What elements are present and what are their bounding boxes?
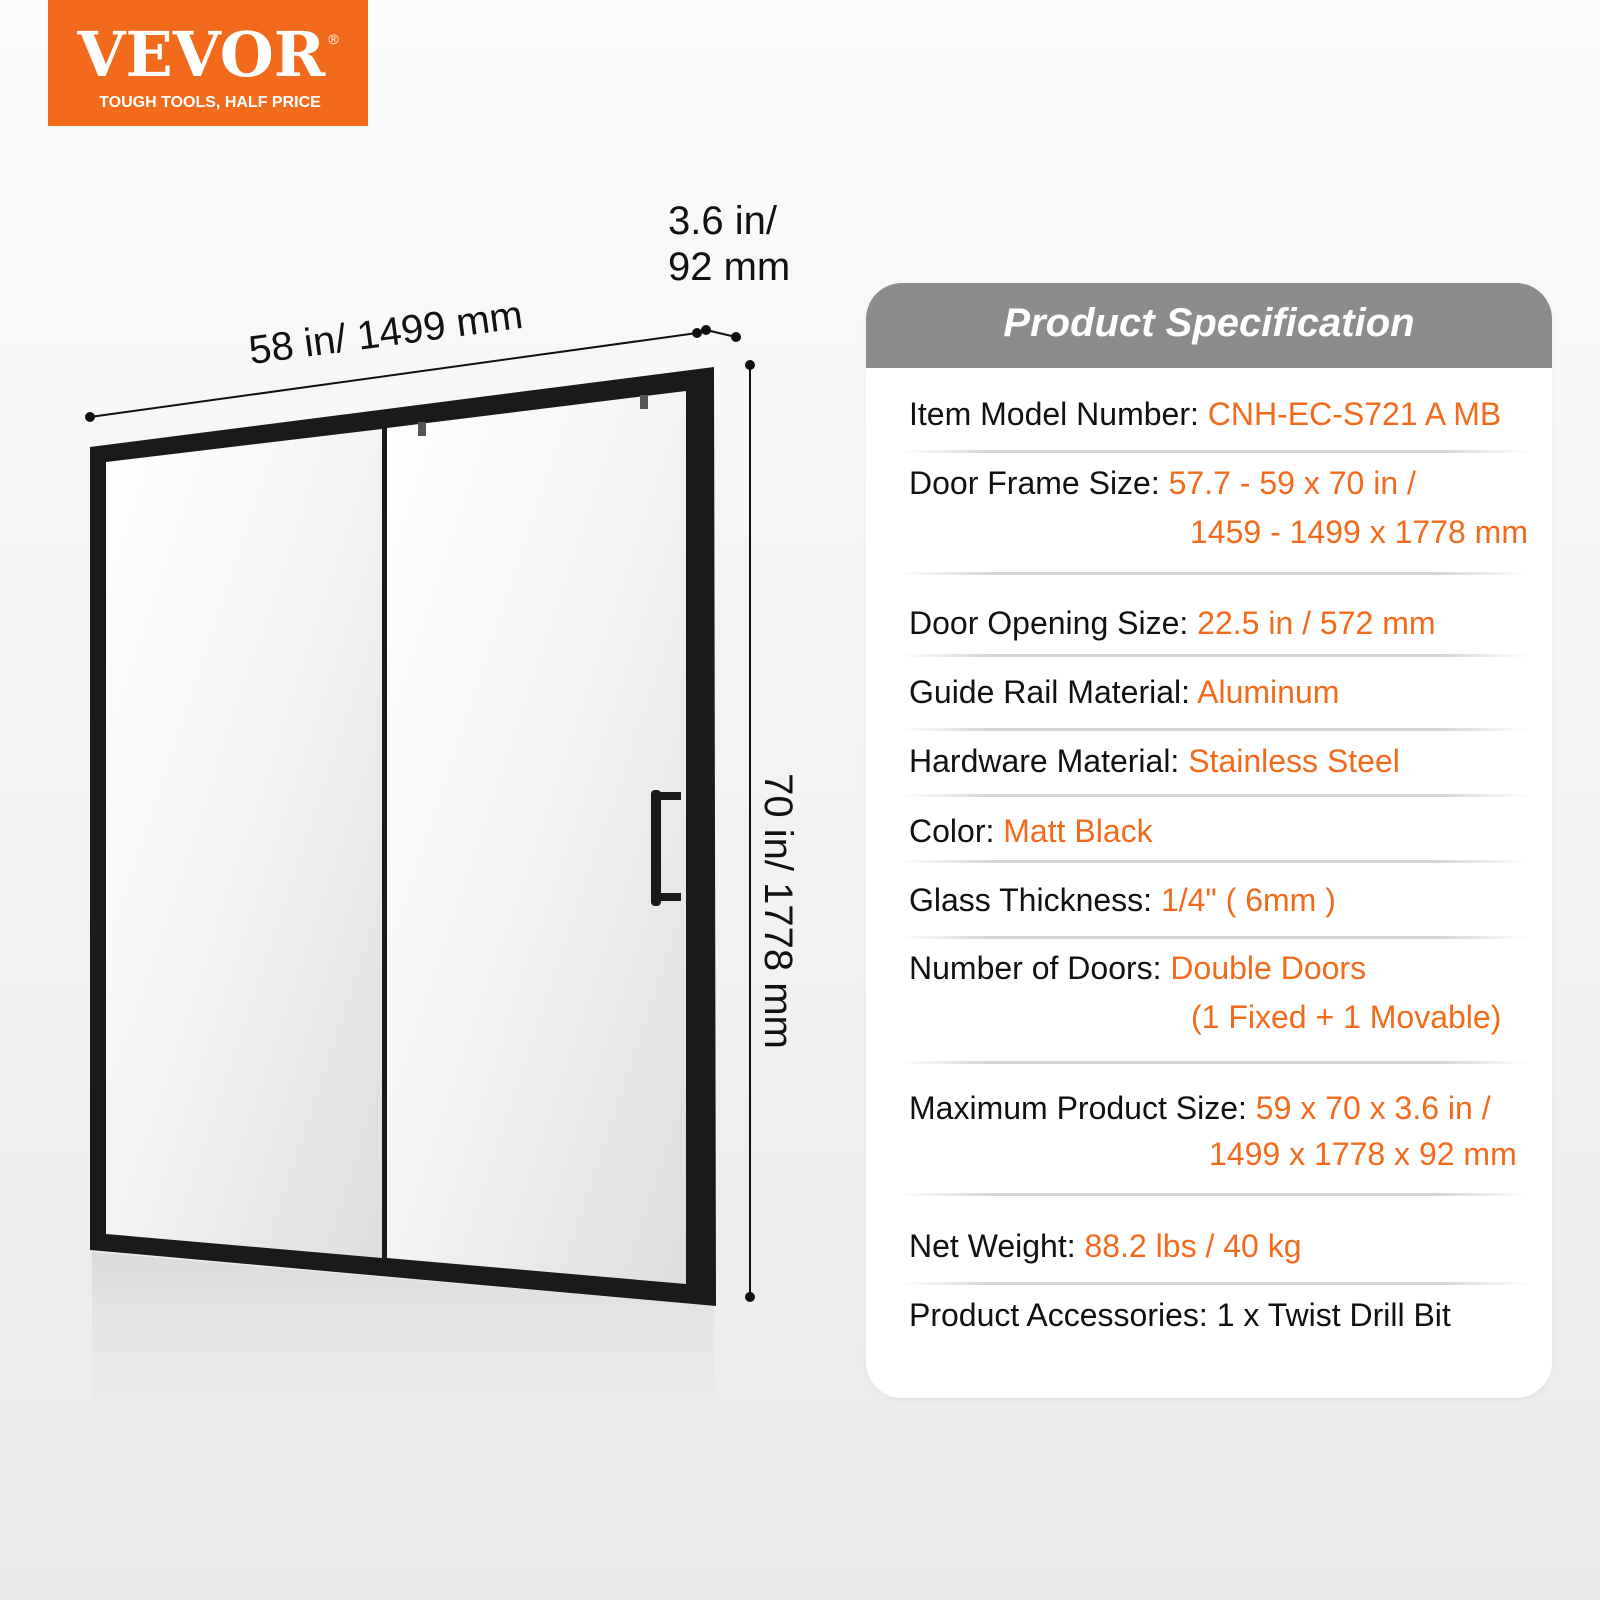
divider (900, 728, 1530, 731)
height-dimension-line (745, 360, 755, 1302)
spec-value: 59 x 70 x 3.6 in / (1255, 1090, 1491, 1126)
spec-row-number-of-doors: Number of Doors: Double Doors (909, 950, 1366, 987)
spec-value: 57.7 - 59 x 70 in / (1168, 465, 1416, 501)
spec-row-opening-size: Door Opening Size: 22.5 in / 572 mm (909, 605, 1436, 642)
divider (900, 860, 1530, 863)
spec-value: Stainless Steel (1188, 743, 1400, 779)
spec-label: Number of Doors: (909, 950, 1162, 986)
spec-label: Item Model Number: (909, 396, 1199, 432)
spec-label: Door Opening Size: (909, 605, 1189, 641)
divider (900, 1061, 1530, 1064)
vevor-logo: VEVOR ® TOUGH TOOLS, HALF PRICE (48, 0, 368, 126)
spec-value: Matt Black (1003, 813, 1153, 849)
spec-label: Guide Rail Material: (909, 674, 1190, 710)
floor-reflection (92, 1252, 714, 1480)
spec-value: Aluminum (1197, 674, 1340, 710)
spec-row-rail-material: Guide Rail Material: Aluminum (909, 674, 1339, 711)
door-handle (651, 790, 661, 906)
logo-tagline: TOUGH TOOLS, HALF PRICE (99, 94, 321, 111)
spec-row-hardware-material: Hardware Material: Stainless Steel (909, 743, 1400, 780)
spec-label: Color: (909, 813, 995, 849)
spec-value: 88.2 lbs / 40 kg (1084, 1228, 1302, 1264)
divider (900, 1282, 1530, 1285)
spec-label: Hardware Material: (909, 743, 1180, 779)
spec-label: Net Weight: (909, 1228, 1076, 1264)
spec-value: 1/4" ( 6mm ) (1160, 882, 1336, 918)
spec-label: Maximum Product Size: (909, 1090, 1247, 1126)
spec-row-model: Item Model Number: CNH-EC-S721 A MB (909, 396, 1501, 433)
spec-row-color: Color: Matt Black (909, 813, 1153, 850)
spec-label: Door Frame Size: (909, 465, 1160, 501)
height-label: 70 in/ 1778 mm (756, 773, 800, 1049)
spec-row-accessories: Product Accessories: 1 x Twist Drill Bit (909, 1297, 1451, 1334)
divider (900, 654, 1530, 657)
divider (900, 1193, 1530, 1196)
depth-label-line2: 92 mm (668, 245, 791, 289)
spec-title: Product Specification (866, 283, 1552, 368)
spec-value: 22.5 in / 572 mm (1197, 605, 1436, 641)
roller (418, 422, 426, 436)
spec-label: Product Accessories: (909, 1297, 1208, 1333)
spec-row-glass-thickness: Glass Thickness: 1/4" ( 6mm ) (909, 882, 1336, 919)
divider (900, 794, 1530, 797)
divider (900, 936, 1530, 939)
width-dimension-line (85, 328, 702, 422)
spec-value: Double Doors (1170, 950, 1367, 986)
roller (640, 395, 648, 409)
logo-brand: VEVOR (77, 18, 326, 91)
spec-row-net-weight: Net Weight: 88.2 lbs / 40 kg (909, 1228, 1302, 1265)
spec-label: Glass Thickness: (909, 882, 1153, 918)
divider (900, 450, 1530, 453)
logo-registered: ® (328, 31, 339, 47)
spec-value-cont: (1 Fixed + 1 Movable) (1191, 999, 1502, 1035)
product-specification-panel: Product Specification Item Model Number:… (866, 283, 1552, 1398)
divider (900, 572, 1530, 575)
depth-label-line1: 3.6 in/ (668, 199, 777, 243)
spec-row-frame-size: Door Frame Size: 57.7 - 59 x 70 in / (909, 465, 1416, 502)
depth-dimension-line (701, 325, 741, 342)
spec-value-cont: 1499 x 1778 x 92 mm (1209, 1136, 1517, 1172)
logo-wordmark: VEVOR ® (48, 24, 368, 86)
spec-value-cont: 1459 - 1499 x 1778 mm (1190, 514, 1528, 550)
spec-value: CNH-EC-S721 A MB (1207, 396, 1502, 432)
spec-value: 1 x Twist Drill Bit (1216, 1297, 1451, 1333)
spec-row-max-size: Maximum Product Size: 59 x 70 x 3.6 in / (909, 1090, 1491, 1127)
fixed-glass-panel (106, 429, 382, 1258)
sliding-glass-panel (387, 391, 686, 1284)
